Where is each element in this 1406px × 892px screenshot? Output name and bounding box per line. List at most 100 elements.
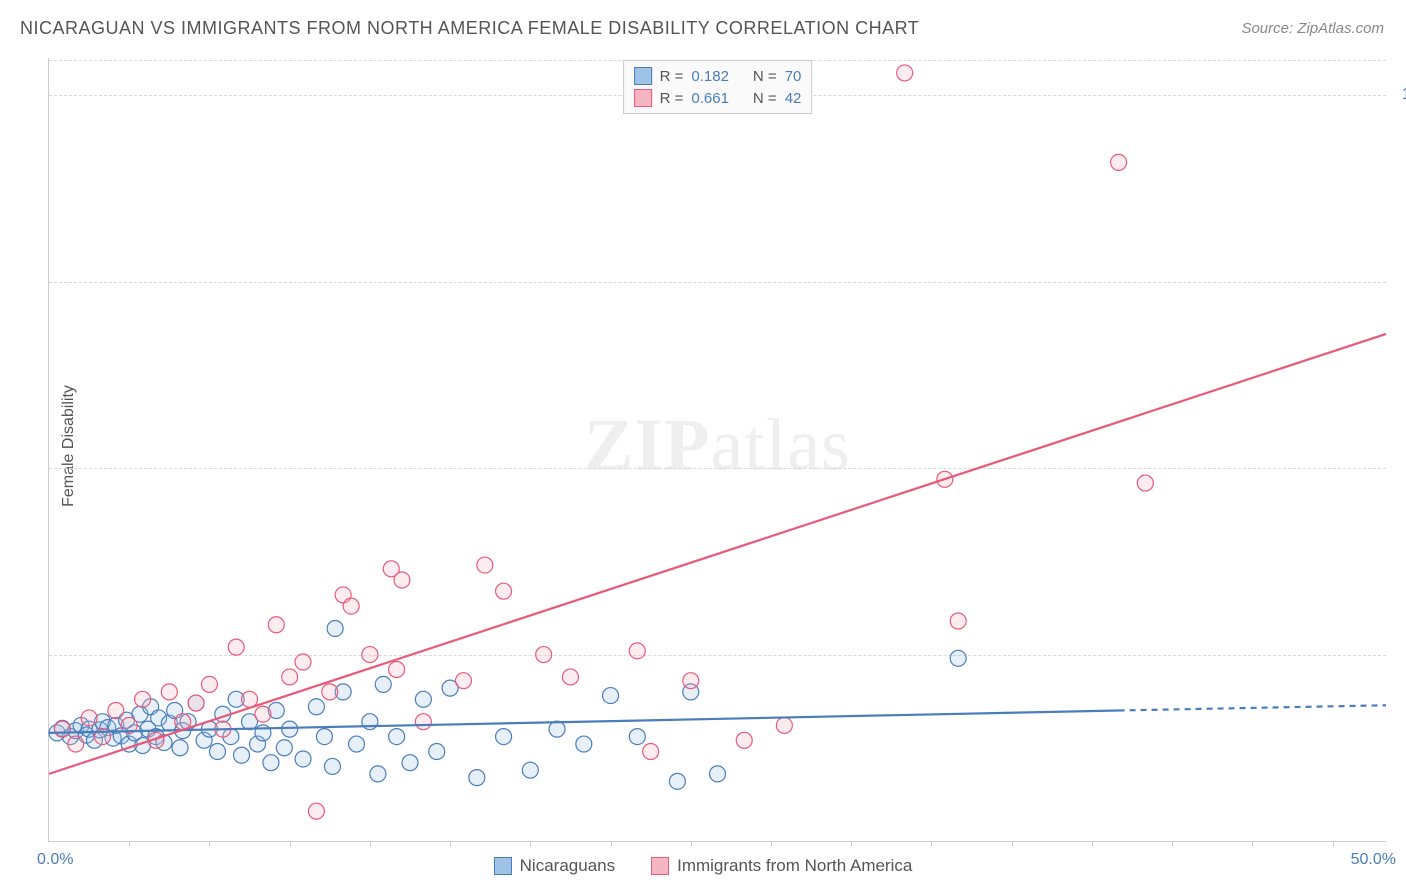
data-point-nicaraguans	[469, 770, 485, 786]
data-point-immigrants_na	[776, 717, 792, 733]
data-point-immigrants_na	[308, 803, 324, 819]
data-point-immigrants_na	[683, 673, 699, 689]
chart-svg	[49, 58, 1386, 841]
data-point-immigrants_na	[108, 703, 124, 719]
data-point-nicaraguans	[295, 751, 311, 767]
data-point-nicaraguans	[629, 729, 645, 745]
swatch-icon	[634, 89, 652, 107]
x-minor-tick	[1172, 841, 1173, 847]
x-minor-tick	[931, 841, 932, 847]
data-point-immigrants_na	[1137, 475, 1153, 491]
data-point-nicaraguans	[603, 688, 619, 704]
r-equals-label: R =	[660, 90, 684, 107]
data-point-immigrants_na	[643, 744, 659, 760]
data-point-immigrants_na	[389, 661, 405, 677]
x-minor-tick	[1252, 841, 1253, 847]
swatch-icon	[651, 857, 669, 875]
x-minor-tick	[1012, 841, 1013, 847]
data-point-nicaraguans	[209, 744, 225, 760]
data-point-nicaraguans	[549, 721, 565, 737]
data-point-nicaraguans	[402, 755, 418, 771]
data-point-immigrants_na	[68, 736, 84, 752]
n-value: 42	[785, 90, 802, 107]
source-attribution: Source: ZipAtlas.com	[1241, 20, 1384, 37]
x-minor-tick	[209, 841, 210, 847]
data-point-nicaraguans	[349, 736, 365, 752]
data-point-immigrants_na	[477, 557, 493, 573]
x-minor-tick	[370, 841, 371, 847]
plot-area: ZIPatlas R =0.182N =70R =0.661N =42 0.0%…	[48, 58, 1386, 842]
data-point-nicaraguans	[308, 699, 324, 715]
data-point-immigrants_na	[322, 684, 338, 700]
x-minor-tick	[1092, 841, 1093, 847]
legend-series-item-immigrants_na: Immigrants from North America	[651, 856, 912, 876]
n-equals-label: N =	[753, 68, 777, 85]
legend-correlation-row-immigrants_na: R = 0.661 N = 42	[634, 87, 802, 109]
data-point-immigrants_na	[362, 647, 378, 663]
data-point-nicaraguans	[263, 755, 279, 771]
data-point-immigrants_na	[135, 691, 151, 707]
legend-series-label: Nicaraguans	[520, 856, 615, 876]
data-point-immigrants_na	[496, 583, 512, 599]
data-point-immigrants_na	[1111, 154, 1127, 170]
x-minor-tick	[530, 841, 531, 847]
data-point-nicaraguans	[496, 729, 512, 745]
chart-title: NICARAGUAN VS IMMIGRANTS FROM NORTH AMER…	[20, 18, 919, 39]
x-minor-tick	[129, 841, 130, 847]
data-point-immigrants_na	[455, 673, 471, 689]
legend-correlation-box: R = 0.182 N = 70 R = 0.661 N = 42	[623, 60, 813, 114]
x-minor-tick	[450, 841, 451, 847]
data-point-immigrants_na	[562, 669, 578, 685]
data-point-immigrants_na	[295, 654, 311, 670]
data-point-immigrants_na	[536, 647, 552, 663]
x-minor-tick	[290, 841, 291, 847]
data-point-immigrants_na	[950, 613, 966, 629]
data-point-immigrants_na	[161, 684, 177, 700]
legend-correlation-row-nicaraguans: R = 0.182 N = 70	[634, 65, 802, 87]
n-value: 70	[785, 68, 802, 85]
regression-extrap-nicaraguans	[1119, 705, 1386, 710]
data-point-nicaraguans	[375, 676, 391, 692]
data-point-immigrants_na	[343, 598, 359, 614]
data-point-immigrants_na	[201, 676, 217, 692]
n-equals-label: N =	[753, 90, 777, 107]
x-minor-tick	[771, 841, 772, 847]
r-value: 0.661	[691, 90, 729, 107]
data-point-immigrants_na	[54, 721, 70, 737]
data-point-immigrants_na	[255, 706, 271, 722]
swatch-icon	[494, 857, 512, 875]
data-point-nicaraguans	[710, 766, 726, 782]
r-value: 0.182	[691, 68, 729, 85]
data-point-nicaraguans	[316, 729, 332, 745]
data-point-nicaraguans	[669, 773, 685, 789]
data-point-nicaraguans	[576, 736, 592, 752]
legend-series-item-nicaraguans: Nicaraguans	[494, 856, 615, 876]
data-point-immigrants_na	[81, 710, 97, 726]
data-point-nicaraguans	[429, 744, 445, 760]
data-point-immigrants_na	[228, 639, 244, 655]
data-point-nicaraguans	[324, 758, 340, 774]
y-tick-label: 100.0%	[1402, 86, 1406, 104]
legend-series: Nicaraguans Immigrants from North America	[0, 856, 1406, 880]
data-point-immigrants_na	[268, 617, 284, 633]
data-point-immigrants_na	[897, 65, 913, 81]
data-point-nicaraguans	[234, 747, 250, 763]
swatch-icon	[634, 67, 652, 85]
data-point-nicaraguans	[522, 762, 538, 778]
data-point-immigrants_na	[188, 695, 204, 711]
data-point-nicaraguans	[389, 729, 405, 745]
x-minor-tick	[691, 841, 692, 847]
data-point-immigrants_na	[394, 572, 410, 588]
x-minor-tick	[611, 841, 612, 847]
data-point-nicaraguans	[172, 740, 188, 756]
r-equals-label: R =	[660, 68, 684, 85]
data-point-nicaraguans	[282, 721, 298, 737]
data-point-nicaraguans	[370, 766, 386, 782]
x-minor-tick	[851, 841, 852, 847]
data-point-immigrants_na	[415, 714, 431, 730]
legend-series-label: Immigrants from North America	[677, 856, 912, 876]
x-minor-tick	[1333, 841, 1334, 847]
data-point-nicaraguans	[276, 740, 292, 756]
data-point-immigrants_na	[282, 669, 298, 685]
data-point-nicaraguans	[950, 650, 966, 666]
